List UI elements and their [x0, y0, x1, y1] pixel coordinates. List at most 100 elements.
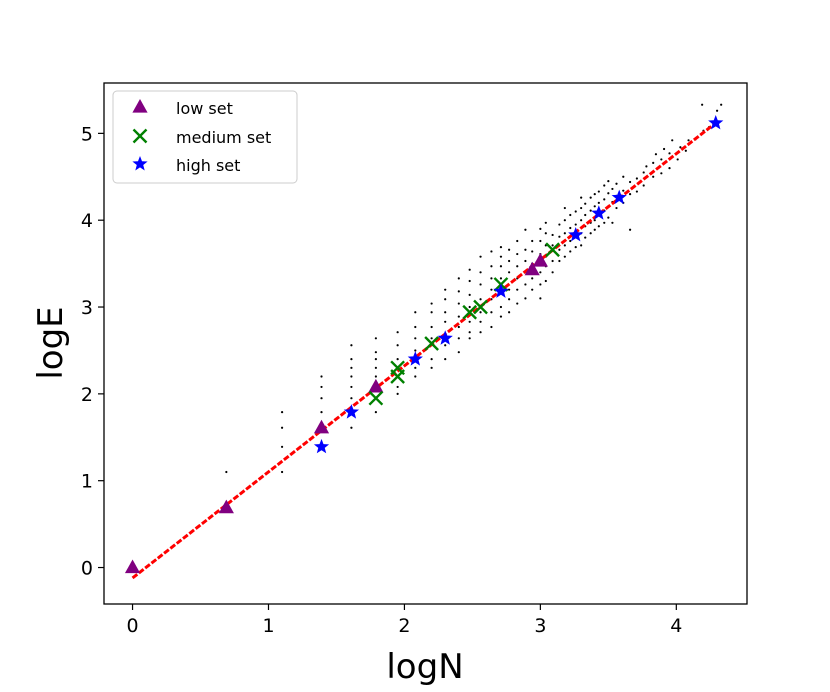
high-set-point-2	[407, 351, 423, 366]
x-axis-label: logN	[386, 647, 463, 687]
background-point-48	[457, 315, 460, 318]
background-point-175	[635, 177, 638, 180]
background-point-44	[444, 288, 447, 291]
background-point-59	[479, 331, 482, 334]
background-point-121	[558, 223, 561, 226]
background-point-189	[679, 146, 682, 149]
background-point-161	[607, 180, 610, 183]
y-tick-label-4: 4	[81, 210, 93, 232]
background-point-27	[414, 375, 417, 378]
background-point-117	[551, 233, 554, 237]
background-point-177	[642, 171, 645, 174]
background-point-151	[597, 225, 600, 228]
background-point-57	[468, 279, 471, 283]
background-point-60	[479, 320, 482, 323]
low-set-point-0	[124, 559, 141, 574]
background-point-78	[499, 246, 503, 249]
background-point-63	[479, 283, 482, 286]
background-point-61	[479, 311, 482, 314]
background-point-43	[444, 298, 447, 301]
background-point-9	[350, 426, 353, 429]
background-point-88	[516, 265, 519, 268]
legend-box	[112, 90, 298, 184]
medium-set-point-3-stroke-b	[424, 336, 439, 351]
low-set-point-5	[532, 253, 548, 267]
legend-markers	[132, 99, 148, 171]
background-point-30	[414, 337, 417, 340]
background-point-32	[414, 311, 417, 314]
background-point-85	[516, 302, 519, 305]
background-point-119	[558, 248, 561, 251]
axes: 0 1 2 3 4 0 1 2 3 4 5	[81, 123, 682, 637]
background-point-37	[430, 311, 433, 314]
background-point-15	[350, 344, 353, 347]
background-point-46	[457, 337, 460, 340]
background-point-31	[414, 325, 417, 329]
high-set-point-1	[343, 404, 360, 419]
background-point-120	[558, 235, 561, 238]
medium-set-point-5	[473, 299, 488, 315]
background-point-65	[479, 255, 482, 258]
background-point-4	[280, 410, 284, 414]
legend-label-medium-set: medium set	[176, 128, 271, 147]
background-point-45	[457, 351, 460, 354]
background-point-185	[668, 166, 671, 170]
y-tick-label-0: 0	[81, 558, 93, 580]
background-point-134	[580, 244, 583, 247]
background-point-142	[584, 202, 587, 205]
high-set-point-3	[437, 330, 453, 345]
background-point-38	[430, 302, 433, 305]
background-point-115	[551, 259, 554, 263]
high-set-point-0	[313, 438, 330, 454]
background-point-52	[468, 337, 471, 340]
background-point-162	[611, 221, 614, 224]
background-point-165	[615, 206, 618, 210]
background-point-191	[687, 139, 690, 142]
background-point-167	[615, 182, 618, 185]
background-point-94	[524, 259, 527, 263]
x-tick-label-0: 0	[127, 615, 139, 637]
background-point-55	[468, 305, 471, 309]
background-point-152	[597, 201, 600, 204]
x-tick-label-1: 1	[262, 615, 274, 637]
background-point-104	[539, 271, 542, 274]
background-point-76	[499, 265, 503, 268]
background-point-154	[603, 221, 606, 224]
background-point-21	[374, 337, 377, 340]
high-set-point-4	[493, 283, 509, 298]
background-point-39	[444, 358, 447, 361]
background-point-145	[589, 209, 592, 212]
background-point-112	[544, 232, 547, 235]
background-point-16	[374, 410, 377, 414]
background-point-150	[593, 193, 596, 196]
background-point-160	[607, 192, 610, 195]
background-point-22	[396, 392, 399, 395]
background-point-7	[320, 385, 323, 389]
background-point-137	[580, 206, 583, 210]
background-point-49	[457, 302, 460, 305]
background-point-70	[490, 277, 493, 280]
background-point-1	[280, 470, 284, 474]
background-point-89	[516, 252, 519, 256]
background-point-92	[524, 283, 527, 286]
background-point-118	[558, 259, 561, 263]
background-point-196	[715, 109, 719, 112]
background-point-58	[468, 268, 471, 271]
low-set-point-3	[368, 378, 384, 393]
background-point-72	[490, 250, 493, 253]
background-point-172	[628, 193, 632, 196]
medium-set-point-3	[424, 336, 439, 351]
background-point-141	[584, 213, 587, 217]
low-set-point-1	[218, 499, 234, 514]
background-point-17	[374, 375, 377, 378]
background-point-28	[414, 366, 417, 369]
high-set-point-6	[591, 205, 607, 220]
background-point-157	[603, 184, 606, 187]
background-point-47	[457, 325, 460, 329]
medium-set-point-4	[462, 304, 478, 320]
background-point-19	[374, 358, 377, 361]
high-set-point-8	[708, 114, 724, 130]
background-point-127	[569, 250, 572, 253]
background-point-62	[479, 298, 482, 301]
background-point-181	[654, 153, 658, 156]
